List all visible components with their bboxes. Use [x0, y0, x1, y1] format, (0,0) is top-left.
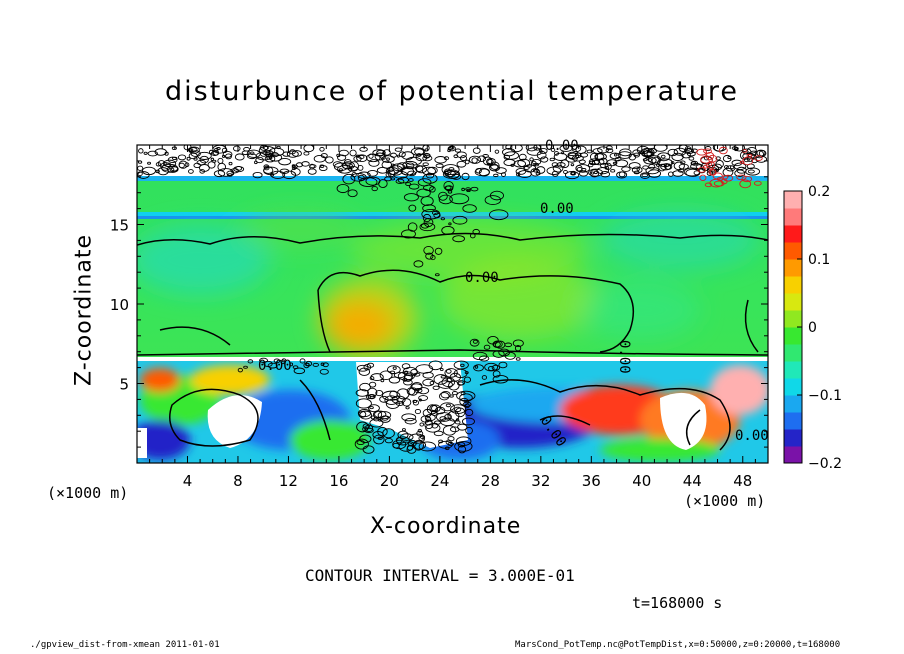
- x-tick-label: 40: [632, 472, 651, 490]
- time-label: t=168000 s: [632, 594, 723, 612]
- x-tick-label: 32: [531, 472, 550, 490]
- x-tick-label: 12: [279, 472, 298, 490]
- chart-title: disturbunce of potential temperature: [165, 76, 739, 107]
- x-tick-label: 4: [183, 472, 193, 490]
- x-tick-label: 16: [329, 472, 348, 490]
- colorbar-swatch: [784, 293, 802, 311]
- colorbar-tick-label: −0.2: [808, 456, 842, 472]
- colorbar-swatch: [784, 310, 802, 328]
- x-tick-label: 20: [380, 472, 399, 490]
- colorbar-swatch: [784, 242, 802, 260]
- colorbar-swatch: [784, 412, 802, 430]
- colorbar-swatch: [784, 429, 802, 447]
- colorbar-swatch: [784, 259, 802, 277]
- contour-label: 0.00: [540, 201, 574, 217]
- colorbar-swatch: [784, 327, 802, 345]
- x-axis-label: X-coordinate: [370, 514, 522, 539]
- x-tick-label: 48: [733, 472, 752, 490]
- x-tick-label: 36: [582, 472, 601, 490]
- colorbar: −0.2 −0.1 0 0.1 0.2: [783, 184, 842, 472]
- colorbar-tick-label: 0: [808, 320, 817, 336]
- colorbar-tick-label: −0.1: [808, 388, 842, 404]
- colorbar-swatch: [784, 208, 802, 226]
- contour-lines: [137, 232, 768, 451]
- colorbar-swatch: [784, 225, 802, 243]
- y-ticks: 5 10 15: [110, 144, 768, 464]
- x-tick-label: 28: [481, 472, 500, 490]
- colorbar-swatch: [784, 276, 802, 294]
- heatmap-field: [137, 145, 768, 463]
- contour-label: 0.00: [465, 270, 499, 286]
- x-unit-right: (×1000 m): [684, 492, 766, 510]
- colorbar-swatch: [784, 378, 802, 396]
- contour-label: 0.00: [258, 358, 292, 374]
- contour-label: 0.00: [616, 340, 632, 374]
- colorbar-swatch: [784, 191, 802, 209]
- contour-label: 0.00: [545, 138, 579, 154]
- colorbar-tick-label: 0.2: [808, 184, 830, 200]
- contour-label: 0.00: [735, 428, 769, 444]
- colorbar-swatch: [784, 361, 802, 379]
- y-tick-label: 15: [110, 217, 129, 235]
- y-tick-label: 5: [119, 376, 129, 394]
- x-unit-left: (×1000 m): [47, 484, 129, 502]
- footer-right: MarsCond_PotTemp.nc@PotTempDist,x=0:5000…: [515, 640, 841, 650]
- x-tick-label: 24: [430, 472, 449, 490]
- colorbar-swatch: [784, 344, 802, 362]
- footer-left: ./gpview_dist-from-xmean 2011-01-01: [30, 640, 220, 650]
- x-tick-label: 44: [683, 472, 702, 490]
- x-ticks: 4 8 12 16 20 24 28 32 36 40 44 48: [136, 145, 769, 490]
- colorbar-swatch: [784, 446, 802, 464]
- colorbar-swatch: [784, 395, 802, 413]
- contour-interval: CONTOUR INTERVAL = 3.000E-01: [305, 566, 575, 585]
- x-tick-label: 8: [233, 472, 243, 490]
- colorbar-tick-label: 0.1: [808, 252, 830, 268]
- y-tick-label: 10: [110, 296, 129, 314]
